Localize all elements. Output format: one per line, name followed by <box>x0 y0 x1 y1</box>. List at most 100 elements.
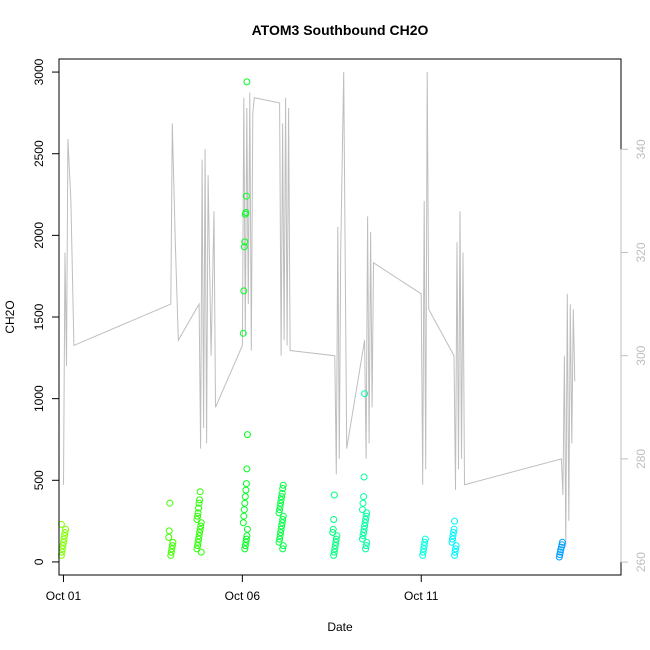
data-point <box>276 502 284 510</box>
data-point <box>362 542 370 550</box>
data-point <box>166 499 174 507</box>
data-point <box>277 499 285 507</box>
data-point <box>420 542 428 550</box>
data-point <box>359 535 366 543</box>
x-tick-label: Oct 11 <box>404 589 439 603</box>
data-point <box>59 542 67 550</box>
data-point <box>167 551 175 559</box>
data-point <box>279 512 287 520</box>
data-point <box>359 499 367 507</box>
data-point <box>243 525 251 533</box>
data-point <box>451 517 459 525</box>
x-axis: Oct 01 Oct 06 Oct 11 <box>46 574 439 603</box>
data-point <box>360 529 368 536</box>
data-point <box>243 431 251 439</box>
data-point <box>332 538 340 546</box>
data-point <box>194 542 202 550</box>
data-point <box>240 512 248 520</box>
data-point <box>333 532 341 540</box>
data-point <box>362 516 370 523</box>
data-point <box>448 538 456 546</box>
data-point <box>243 78 251 86</box>
data-point <box>362 545 370 553</box>
data-point <box>329 525 337 533</box>
data-point <box>240 506 248 514</box>
data-point <box>331 542 339 550</box>
data-point <box>329 529 337 536</box>
data-point <box>243 532 251 540</box>
data-point <box>194 509 202 517</box>
data-point <box>60 538 67 546</box>
data-point <box>62 525 70 533</box>
data-point <box>193 516 201 523</box>
data-point <box>240 243 248 251</box>
data-point <box>330 551 338 559</box>
x-tick-label: Oct 01 <box>46 589 82 603</box>
y-axis-right: 260 280 300 320 340 <box>620 139 648 572</box>
data-point <box>243 465 251 473</box>
data-point <box>239 519 247 527</box>
data-point <box>277 525 285 533</box>
data-point <box>420 545 428 553</box>
data-point <box>169 538 177 546</box>
data-point <box>362 512 370 520</box>
data-point <box>242 209 250 216</box>
data-point <box>279 542 287 550</box>
data-point <box>242 538 250 546</box>
data-point <box>165 533 173 541</box>
y-tick-label: 2000 <box>32 222 46 249</box>
data-point <box>275 538 283 546</box>
data-point <box>241 542 249 550</box>
data-point <box>279 545 287 553</box>
y2-tick-label: 300 <box>634 345 648 365</box>
data-point <box>359 506 366 514</box>
data-point <box>558 541 566 549</box>
data-point <box>61 529 69 536</box>
data-point <box>451 548 459 556</box>
data-point <box>241 238 249 246</box>
y-axis-label: CH2O <box>3 300 17 333</box>
y-tick-label: 2500 <box>32 140 46 167</box>
data-point <box>361 522 369 530</box>
data-point <box>331 545 339 553</box>
data-point <box>167 548 175 556</box>
data-point <box>242 486 250 494</box>
data-point <box>165 527 173 535</box>
data-point <box>360 473 368 481</box>
data-point <box>330 516 338 523</box>
data-point <box>361 390 369 398</box>
data-point <box>277 496 285 504</box>
y-tick-label: 3000 <box>32 58 46 85</box>
data-point <box>276 506 284 514</box>
data-point <box>449 535 456 543</box>
data-point <box>449 532 457 540</box>
data-point <box>60 535 68 543</box>
data-point <box>277 529 285 536</box>
y-axis-left: 0 500 1000 1500 2000 2500 3000 <box>32 58 60 565</box>
data-point <box>450 525 458 533</box>
data-point <box>360 493 368 501</box>
data-point <box>276 535 284 543</box>
data-point <box>419 548 427 556</box>
data-point <box>360 525 368 533</box>
y-tick-label: 1500 <box>32 303 46 330</box>
secondary-series-line <box>63 71 576 547</box>
data-point <box>242 192 250 200</box>
x-tick-label: Oct 06 <box>225 589 261 603</box>
data-point <box>196 496 204 504</box>
data-point <box>196 525 204 533</box>
data-point <box>241 499 249 507</box>
data-point <box>558 538 566 546</box>
data-point <box>276 532 284 540</box>
data-point <box>278 522 286 530</box>
data-point <box>330 491 338 499</box>
data-point <box>193 545 201 553</box>
data-point <box>195 504 203 512</box>
data-point <box>556 551 564 559</box>
data-point <box>194 512 202 520</box>
data-point <box>279 485 287 492</box>
data-point <box>361 519 369 527</box>
data-point <box>278 493 286 501</box>
point-series-layer <box>57 78 566 561</box>
data-point <box>452 545 460 553</box>
